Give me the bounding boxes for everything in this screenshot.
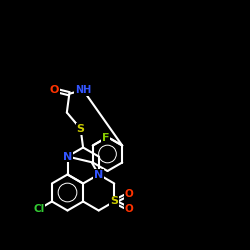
Text: S: S — [76, 124, 84, 134]
Text: NH: NH — [75, 85, 91, 95]
Text: N: N — [94, 170, 103, 179]
Text: Cl: Cl — [33, 204, 44, 214]
Text: O: O — [50, 85, 59, 95]
Text: S: S — [110, 196, 118, 206]
Text: Cl: Cl — [33, 204, 44, 214]
Text: N: N — [63, 152, 72, 162]
Text: O: O — [125, 189, 134, 199]
Text: N: N — [94, 170, 103, 179]
Text: O: O — [125, 204, 134, 214]
Text: F: F — [102, 133, 110, 143]
